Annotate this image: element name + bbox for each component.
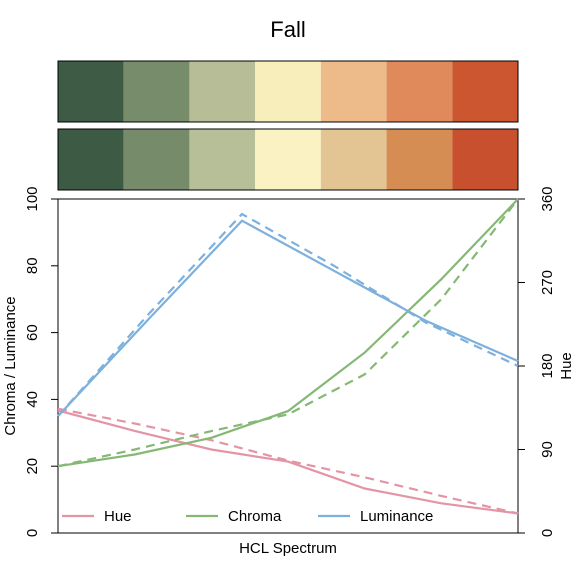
left-tick-label: 80: [24, 257, 41, 274]
right-tick-label: 270: [539, 270, 556, 295]
swatch-bottom-2: [123, 129, 190, 190]
chart-title: Fall: [270, 17, 305, 42]
hue-line-dashed: [57, 407, 519, 515]
left-tick-label: 100: [24, 186, 41, 211]
legend-label-luminance: Luminance: [360, 508, 433, 525]
swatch-bottom-4: [255, 129, 321, 190]
x-axis-label: HCL Spectrum: [239, 540, 337, 557]
left-tick-label: 0: [24, 529, 41, 537]
plot-frame: [57, 198, 519, 534]
swatch-top-6: [386, 61, 453, 122]
luminance-line-solid: [57, 219, 519, 417]
y-axis-label-right: Hue: [558, 352, 575, 380]
left-tick-label: 40: [24, 391, 41, 408]
y-axis-label-left: Chroma / Luminance: [2, 296, 19, 435]
chroma-line-dashed: [57, 198, 519, 468]
left-axis: 0 20 40 60 80 100: [24, 186, 59, 537]
swatch-bottom-6: [386, 129, 453, 190]
legend-label-chroma: Chroma: [228, 508, 282, 525]
right-tick-label: 90: [539, 441, 556, 458]
swatch-top-3: [189, 61, 256, 122]
swatch-top-2: [123, 61, 190, 122]
swatch-top-7: [452, 61, 518, 122]
right-tick-label: 0: [539, 529, 556, 537]
right-axis: 0 90 180 270 360: [517, 186, 556, 537]
series-layer: [57, 198, 519, 515]
swatch-bottom-border: [57, 128, 519, 191]
swatch-top-1: [58, 61, 124, 122]
left-tick-label: 60: [24, 324, 41, 341]
swatch-bottom-7: [452, 129, 518, 190]
swatch-bottom-5: [320, 129, 387, 190]
legend: Hue Chroma Luminance: [62, 508, 433, 525]
right-tick-label: 360: [539, 186, 556, 211]
swatch-top-5: [320, 61, 387, 122]
swatch-bottom-3: [189, 129, 256, 190]
right-tick-label: 180: [539, 353, 556, 378]
hue-line-solid: [57, 409, 519, 515]
swatch-top-border: [57, 60, 519, 123]
legend-label-hue: Hue: [104, 508, 132, 525]
left-tick-label: 20: [24, 458, 41, 475]
chroma-line-solid: [57, 198, 519, 468]
swatch-bottom-1: [58, 129, 124, 190]
swatch-row-bottom: [57, 128, 519, 191]
swatch-top-4: [255, 61, 321, 122]
swatch-row-top: [57, 60, 519, 123]
luminance-line-dashed: [57, 212, 519, 417]
